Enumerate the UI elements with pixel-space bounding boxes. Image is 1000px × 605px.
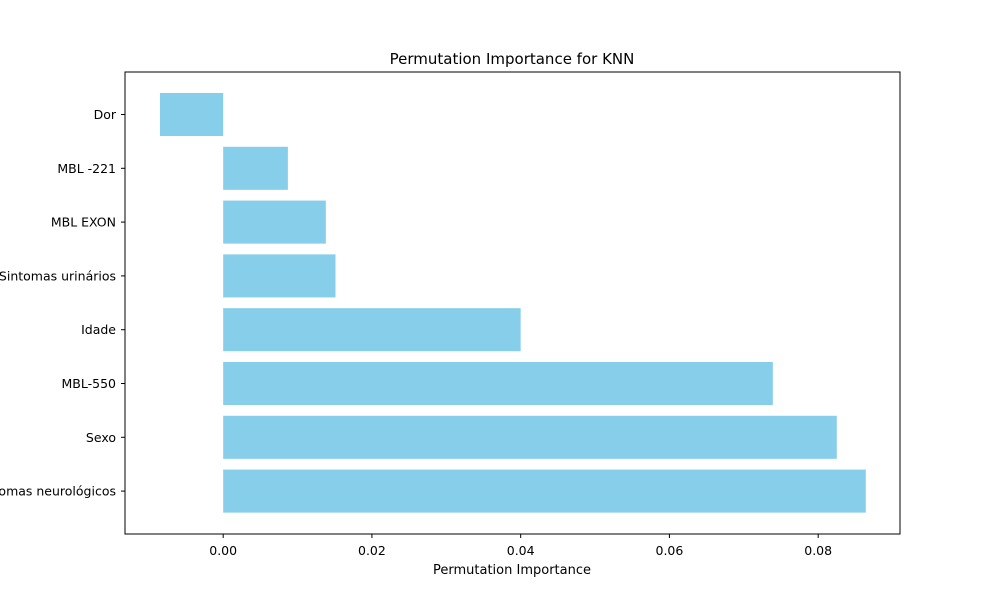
chart-title: Permutation Importance for KNN xyxy=(390,50,635,68)
plot-frame xyxy=(124,71,901,535)
x-axis-label: Permutation Importance xyxy=(433,563,591,578)
x-tick-label: 0.04 xyxy=(507,543,535,558)
bars-layer xyxy=(159,92,866,513)
x-tick-label: 0.00 xyxy=(209,543,237,558)
y-tick-label: MBL EXON xyxy=(51,215,116,230)
y-tick-label: MBL -221 xyxy=(57,161,116,176)
y-tick-label: Sintomas neurológicos xyxy=(0,484,116,499)
x-tick-label: 0.02 xyxy=(358,543,386,558)
bar-3 xyxy=(223,254,336,298)
y-tick-label: Sexo xyxy=(86,430,116,445)
y-tick-label: MBL-550 xyxy=(62,376,117,391)
bar-6 xyxy=(223,415,837,459)
ticks-layer: Dor MBL -221 MBL EXON Sintomas urinários Ida… xyxy=(0,107,832,558)
y-tick-label: Idade xyxy=(81,322,116,337)
y-tick-label: Sintomas urinários xyxy=(0,268,116,283)
bar-1 xyxy=(223,146,288,190)
bar-4 xyxy=(223,308,521,352)
bar-0 xyxy=(159,92,224,137)
bar-7 xyxy=(223,469,866,513)
bar-5 xyxy=(223,361,773,406)
x-tick-label: 0.08 xyxy=(804,543,832,558)
y-tick-label: Dor xyxy=(94,107,117,122)
x-tick-label: 0.06 xyxy=(656,543,684,558)
bar-2 xyxy=(223,200,326,244)
